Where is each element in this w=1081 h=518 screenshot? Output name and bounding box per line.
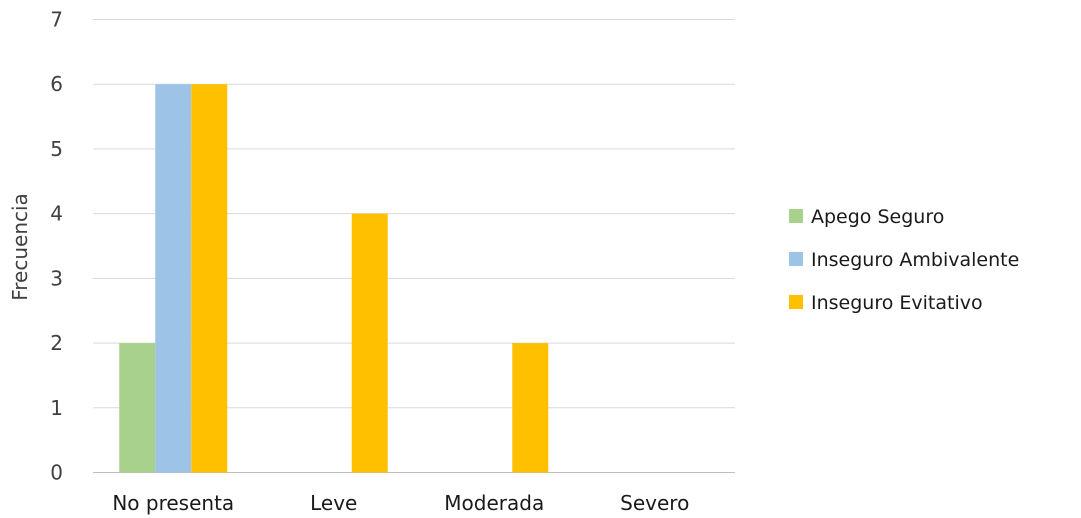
y-tick-label: 1 [50, 396, 63, 420]
legend-label: Inseguro Evitativo [811, 292, 983, 314]
x-category-labels: No presenta Leve Moderada Severo [112, 491, 689, 515]
x-category-label: Severo [620, 491, 689, 515]
y-tick-label: 3 [50, 266, 63, 290]
y-tick-labels: 0 1 2 3 4 5 6 7 [50, 8, 63, 485]
x-category-label: Moderada [444, 491, 544, 515]
y-axis-title: Frecuencia [8, 193, 32, 301]
y-tick-label: 0 [50, 461, 63, 485]
bar-1-1 [119, 343, 156, 473]
legend-swatch [789, 252, 803, 266]
x-category-label: No presenta [112, 491, 234, 515]
x-category-label: Leve [310, 491, 357, 515]
bar-3-3 [512, 343, 549, 473]
legend-label: Inseguro Ambivalente [811, 249, 1019, 271]
y-tick-label: 6 [50, 72, 63, 96]
bar-3-2 [351, 213, 388, 473]
y-tick-label: 5 [50, 137, 63, 161]
legend-swatch [789, 209, 803, 223]
y-tick-label: 4 [50, 202, 63, 226]
y-tick-label: 7 [50, 8, 63, 32]
bars [119, 84, 549, 473]
y-tick-label: 2 [50, 331, 63, 355]
legend: Apego Seguro Inseguro Ambivalente Inseguro… [789, 206, 1019, 314]
bar-2-1 [155, 84, 192, 473]
legend-swatch [789, 295, 803, 309]
legend-label: Apego Seguro [811, 206, 944, 228]
bar-3-1 [191, 84, 228, 473]
